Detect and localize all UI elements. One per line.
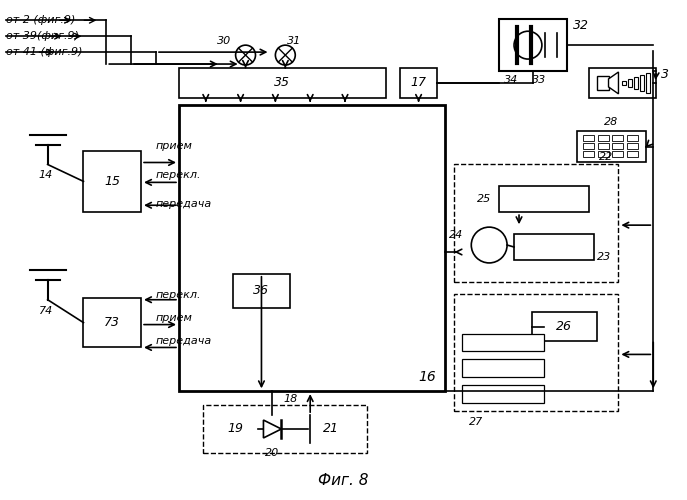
Bar (514, 234, 594, 260)
Bar (233, 274, 291, 308)
Bar (454, 294, 618, 411)
Text: 15: 15 (104, 175, 120, 188)
Text: 31: 31 (287, 36, 302, 46)
Text: 23: 23 (596, 252, 611, 262)
Bar (613, 134, 623, 140)
Text: 30: 30 (217, 36, 232, 46)
Bar (622, 81, 627, 85)
Text: 74: 74 (38, 306, 53, 316)
Bar (576, 130, 646, 162)
Bar (462, 385, 544, 403)
Bar (308, 415, 354, 443)
Bar (613, 150, 623, 156)
Bar (179, 68, 386, 98)
Text: 27: 27 (469, 417, 484, 427)
Text: перекл.: перекл. (156, 290, 201, 300)
Bar (634, 77, 638, 89)
Text: 35: 35 (274, 76, 291, 90)
Bar (213, 415, 258, 443)
Polygon shape (263, 420, 282, 438)
Text: 24: 24 (449, 230, 463, 240)
Text: 22: 22 (599, 152, 613, 162)
Text: прием: прием (156, 140, 193, 150)
Text: 26: 26 (556, 320, 572, 333)
Text: от 39(фиг.9): от 39(фиг.9) (6, 31, 79, 41)
Bar (454, 164, 618, 282)
Bar (583, 134, 594, 140)
Bar (203, 405, 367, 453)
Polygon shape (609, 72, 618, 94)
Text: 25: 25 (477, 194, 491, 204)
Bar (179, 105, 445, 391)
Text: 32: 32 (573, 20, 589, 32)
Text: 14: 14 (38, 170, 53, 180)
Bar (646, 73, 651, 93)
Text: 17: 17 (411, 76, 427, 90)
Bar (499, 186, 589, 212)
Text: 28: 28 (605, 116, 618, 126)
Text: 19: 19 (227, 422, 244, 436)
Bar (462, 334, 544, 351)
Text: 16: 16 (418, 370, 436, 384)
Bar (627, 150, 638, 156)
Bar (83, 298, 141, 348)
Polygon shape (596, 76, 609, 90)
Bar (598, 134, 609, 140)
Bar (627, 142, 638, 148)
Text: 36: 36 (254, 284, 269, 298)
Text: от 2 (фиг.9): от 2 (фиг.9) (6, 16, 76, 26)
Text: передача: передача (156, 336, 212, 346)
Bar (627, 134, 638, 140)
Text: прием: прием (156, 312, 193, 322)
Bar (499, 20, 567, 71)
Text: 33: 33 (532, 75, 546, 85)
Bar (598, 150, 609, 156)
Bar (613, 142, 623, 148)
Bar (583, 150, 594, 156)
Bar (589, 68, 656, 98)
Bar (583, 142, 594, 148)
Bar (640, 75, 644, 91)
Bar (532, 312, 596, 342)
Bar (400, 68, 438, 98)
Text: 20: 20 (265, 448, 280, 458)
Text: 73: 73 (104, 316, 120, 329)
Text: 3: 3 (661, 68, 669, 81)
Text: Фиг. 8: Фиг. 8 (318, 473, 368, 488)
Text: передача: передача (156, 200, 212, 209)
Bar (83, 150, 141, 212)
Bar (598, 142, 609, 148)
Text: 21: 21 (323, 422, 339, 436)
Bar (629, 79, 633, 87)
Text: перекл.: перекл. (156, 170, 201, 180)
Bar (462, 360, 544, 378)
Text: от 41 (фиг.9): от 41 (фиг.9) (6, 47, 82, 57)
Text: 34: 34 (504, 75, 518, 85)
Text: 18: 18 (283, 394, 297, 404)
